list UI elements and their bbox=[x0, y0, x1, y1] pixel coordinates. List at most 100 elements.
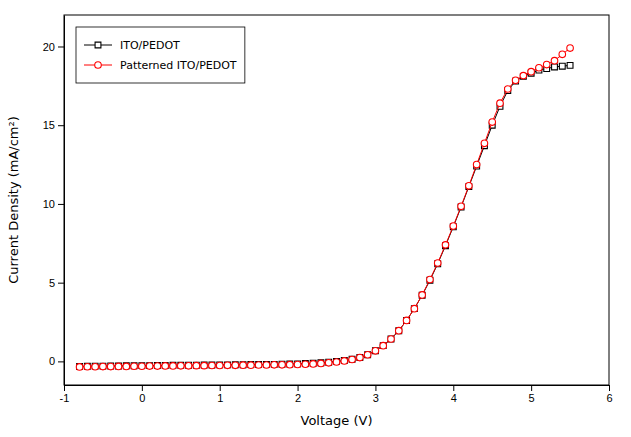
point bbox=[100, 363, 106, 369]
point bbox=[473, 161, 480, 168]
point bbox=[341, 358, 348, 365]
x-tick-label: 4 bbox=[451, 392, 457, 404]
point bbox=[372, 348, 379, 355]
x-tick: 3 bbox=[373, 385, 379, 404]
y-tick-mark bbox=[58, 283, 64, 284]
point bbox=[419, 292, 425, 298]
y-tick-label: 0 bbox=[49, 355, 55, 367]
point bbox=[520, 72, 527, 79]
y-tick-mark bbox=[58, 46, 64, 47]
x-tick-mark bbox=[531, 385, 532, 391]
point bbox=[325, 360, 332, 367]
point bbox=[294, 361, 301, 368]
point bbox=[318, 360, 325, 367]
x-tick-mark bbox=[220, 385, 221, 391]
point bbox=[349, 356, 356, 363]
point bbox=[240, 362, 247, 369]
data-marks bbox=[76, 45, 573, 370]
y-tick-mark bbox=[58, 361, 64, 362]
point bbox=[559, 63, 565, 69]
point bbox=[559, 51, 566, 58]
y-axis: 0 5 10 15 20 bbox=[43, 16, 65, 386]
point bbox=[481, 140, 488, 147]
x-tick-label: 2 bbox=[295, 392, 301, 404]
y-tick: 5 bbox=[49, 277, 64, 289]
point bbox=[365, 352, 371, 358]
y-tick-label: 5 bbox=[49, 277, 55, 289]
point bbox=[84, 363, 90, 369]
x-tick: -1 bbox=[60, 385, 70, 404]
point bbox=[271, 362, 278, 369]
x-tick: 5 bbox=[529, 385, 535, 404]
point bbox=[396, 328, 402, 334]
point bbox=[411, 306, 417, 312]
point bbox=[357, 355, 363, 361]
legend-label: ITO/PEDOT bbox=[120, 39, 180, 52]
x-axis-line bbox=[65, 385, 610, 386]
point bbox=[225, 362, 231, 368]
plot-frame bbox=[64, 15, 609, 385]
y-tick: 15 bbox=[43, 119, 64, 131]
point bbox=[115, 363, 122, 370]
point bbox=[434, 260, 441, 267]
point bbox=[154, 363, 161, 370]
point bbox=[302, 361, 309, 368]
x-tick-mark bbox=[298, 385, 299, 391]
point bbox=[131, 363, 137, 369]
point bbox=[536, 64, 543, 71]
point bbox=[201, 362, 208, 369]
series-markers bbox=[77, 62, 573, 369]
point bbox=[341, 358, 347, 364]
point bbox=[450, 223, 457, 230]
point bbox=[380, 343, 386, 349]
x-tick: 1 bbox=[217, 385, 223, 404]
x-tick-label: 3 bbox=[373, 392, 379, 404]
x-tick: 6 bbox=[606, 385, 612, 404]
point bbox=[567, 45, 574, 52]
y-tick: 10 bbox=[43, 198, 64, 210]
point bbox=[248, 362, 255, 369]
point bbox=[333, 359, 340, 366]
point bbox=[146, 363, 153, 370]
point bbox=[131, 363, 138, 370]
point bbox=[209, 362, 215, 368]
point bbox=[388, 336, 395, 343]
point bbox=[76, 364, 83, 371]
point bbox=[442, 242, 449, 249]
x-tick-label: 1 bbox=[217, 392, 223, 404]
point bbox=[286, 361, 293, 368]
point bbox=[310, 361, 317, 368]
point bbox=[216, 362, 223, 369]
x-tick-mark bbox=[64, 385, 65, 391]
point bbox=[255, 362, 262, 369]
x-tick: 2 bbox=[295, 385, 301, 404]
chart: -1 0 1 2 3 4 5 6 0 5 10 15 20 ITO/PEDOT Patterned ITO/… bbox=[0, 0, 631, 437]
point bbox=[92, 363, 99, 370]
point bbox=[193, 362, 200, 369]
y-tick-label: 15 bbox=[43, 119, 55, 131]
point bbox=[380, 342, 387, 349]
series-markers bbox=[76, 45, 573, 370]
x-tick-label: 0 bbox=[139, 392, 145, 404]
x-tick: 4 bbox=[451, 385, 457, 404]
point bbox=[170, 363, 177, 370]
y-tick: 0 bbox=[49, 355, 64, 367]
point bbox=[185, 363, 192, 370]
point bbox=[427, 276, 434, 283]
x-tick-label: 6 bbox=[606, 392, 612, 404]
point bbox=[349, 356, 355, 362]
point bbox=[162, 363, 169, 370]
point bbox=[395, 327, 402, 334]
series-line bbox=[80, 48, 571, 367]
point bbox=[279, 362, 286, 369]
legend-label: Patterned ITO/PEDOT bbox=[120, 59, 237, 72]
point bbox=[364, 351, 371, 358]
x-tick-mark bbox=[375, 385, 376, 391]
x-tick: 0 bbox=[139, 385, 145, 404]
legend: ITO/PEDOT Patterned ITO/PEDOT bbox=[76, 27, 245, 83]
point bbox=[403, 317, 410, 324]
y-tick-label: 20 bbox=[43, 41, 55, 53]
point bbox=[489, 119, 496, 126]
y-axis-title: Current Density (mA/cm²) bbox=[6, 116, 21, 284]
point bbox=[147, 363, 153, 369]
